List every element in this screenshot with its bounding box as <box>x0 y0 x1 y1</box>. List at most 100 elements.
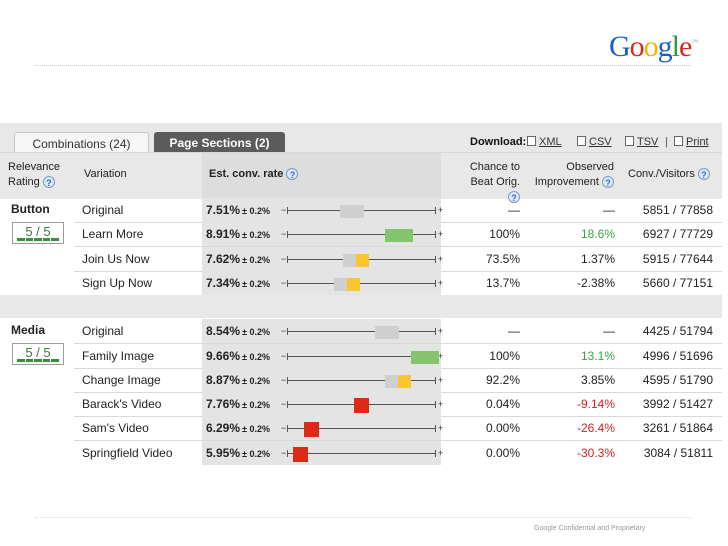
confidence-interval: ± 0.2% <box>242 230 270 241</box>
chance-to-beat-original: — <box>508 203 520 217</box>
conversions-visitors: 4996 / 51696 <box>642 348 713 363</box>
chance-to-beat-original: 0.00% <box>485 445 520 460</box>
est-conv-rate: 8.87% ± 0.2% <box>206 372 270 387</box>
chance-to-beat-original: 92.2% <box>485 372 520 387</box>
observed-improvement: -26.4% <box>576 421 615 436</box>
minus-label: − <box>281 205 287 215</box>
help-icon[interactable]: ? <box>697 168 710 181</box>
confidence-interval: ± 0.2% <box>242 424 270 435</box>
table-row[interactable]: Springfield Video 5.95% ± 0.2% − +0.00% -30.3… <box>0 440 722 465</box>
table-row[interactable]: Family Image 9.66% ± 0.2% − +100% 13.1% 4996 /… <box>0 343 722 368</box>
observed-improvement: 1.37% <box>580 251 615 266</box>
print-label: Print <box>686 136 709 148</box>
variation-name: Sam's Video <box>82 421 149 436</box>
conversions-visitors: 6927 / 77729 <box>642 227 713 242</box>
confidence-interval: ± 0.2% <box>242 327 270 338</box>
csv-label: CSV <box>589 136 612 148</box>
minus-label: − <box>281 399 287 410</box>
track-end-tick <box>435 425 436 433</box>
minus-label: − <box>281 423 287 434</box>
header-observed: Observed Improvement ? <box>534 161 614 189</box>
conv-rate-marker <box>333 277 360 291</box>
tab-page-sections[interactable]: Page Sections (2) <box>154 132 285 154</box>
plus-label: + <box>438 374 444 385</box>
results-panel: Combinations (24) Page Sections (2) Down… <box>0 118 722 465</box>
conversions-visitors: 3084 / 51811 <box>643 445 713 460</box>
table-row[interactable]: Join Us Now 7.62% ± 0.2% − +73.5% 1.37% 5915 /… <box>0 246 722 271</box>
xml-label: XML <box>539 136 562 148</box>
footer-text: Google Confidential and Proprietary <box>534 525 646 532</box>
minus-label: − <box>281 374 287 385</box>
table-row[interactable]: Sam's Video 6.29% ± 0.2% − +0.00% -26.4% 3261 … <box>0 416 722 441</box>
conv-rate-marker <box>304 422 320 438</box>
conv-rate-marker <box>292 446 308 462</box>
logo-letter: l <box>671 30 680 63</box>
chance-to-beat-original: 100% <box>489 227 520 242</box>
conv-rate-track: − + <box>281 253 443 267</box>
confidence-interval: ± 0.2% <box>242 448 270 459</box>
minus-label: − <box>281 350 287 361</box>
conversions-visitors: 3992 / 51427 <box>642 397 713 412</box>
help-icon[interactable]: ? <box>602 176 614 189</box>
track-end-tick <box>435 328 436 336</box>
plus-label: + <box>438 277 444 288</box>
est-conv-rate: 8.54% ± 0.2% <box>206 324 270 339</box>
download-label: Download: <box>470 136 527 148</box>
xml-file-icon <box>527 136 536 146</box>
tsv-label: TSV <box>637 136 659 148</box>
table-row[interactable]: Sign Up Now 7.34% ± 0.2% − +13.7% -2.38% 5660 … <box>0 270 722 295</box>
table-row[interactable]: Original 8.54% ± 0.2% − + — —4425 / 51794 <box>0 319 722 344</box>
help-icon[interactable]: ? <box>42 176 55 189</box>
conv-rate-marker <box>374 326 399 340</box>
observed-improvement: -9.14% <box>576 397 615 412</box>
observed-improvement: — <box>603 324 615 339</box>
observed-improvement: -2.38% <box>576 275 615 290</box>
est-conv-rate: 8.91% ± 0.2% <box>206 227 270 242</box>
section-gap <box>0 295 722 319</box>
track-end-tick <box>287 328 288 336</box>
tsv-file-icon <box>625 136 634 146</box>
table-row[interactable]: Learn More 8.91% ± 0.2% − +100% 18.6% 6927 / 7… <box>0 222 722 247</box>
download-xml-link[interactable]: XML <box>527 135 562 149</box>
table-row[interactable]: Barack's Video 7.76% ± 0.2% − +0.04% -9.14% 39… <box>0 392 722 417</box>
header-chance: Chance to Beat Orig. ? <box>469 161 520 204</box>
track-end-tick <box>435 207 436 214</box>
track-end-tick <box>287 401 288 409</box>
relevance-rating: 5 / 5 <box>12 343 64 366</box>
confidence-interval: ± 0.2% <box>242 400 270 411</box>
table-row[interactable]: Change Image 8.87% ± 0.2% − +92.2% 3.85% 4595 … <box>0 367 722 392</box>
logo-letter: G <box>609 30 631 63</box>
track-end-tick <box>287 352 288 360</box>
divider <box>35 65 691 66</box>
header-est-conv-rate: Est. conv. rate ? <box>209 167 299 182</box>
tab-combinations[interactable]: Combinations (24) <box>14 132 149 155</box>
table-row[interactable]: Original 7.51% ± 0.2% − + — —5851 / 77858 <box>0 198 722 222</box>
conv-rate-marker <box>340 205 365 218</box>
track-end-tick <box>287 425 288 433</box>
chance-to-beat-original: 0.00% <box>485 421 520 436</box>
track-end-tick <box>435 255 436 263</box>
plus-label: + <box>438 447 444 458</box>
print-link[interactable]: Print <box>674 135 709 149</box>
header-variation: Variation <box>84 168 127 180</box>
help-icon[interactable]: ? <box>508 191 520 204</box>
download-csv-link[interactable]: CSV <box>577 135 612 149</box>
minus-label: − <box>281 277 287 288</box>
csv-file-icon <box>577 136 586 146</box>
help-icon[interactable]: ? <box>286 168 299 181</box>
conversions-visitors: 5915 / 77644 <box>642 251 713 266</box>
conv-rate-track: − + <box>281 350 443 364</box>
google-logo: Google™ <box>609 30 698 64</box>
observed-improvement: 3.85% <box>580 372 615 387</box>
conv-rate-marker <box>342 253 369 267</box>
logo-letter: o <box>643 30 659 63</box>
confidence-interval: ± 0.2% <box>242 351 270 362</box>
variation-name: Family Image <box>82 348 155 363</box>
plus-label: + <box>438 350 444 361</box>
download-tsv-link[interactable]: TSV <box>625 135 658 149</box>
header-relevance: Relevance Rating ? <box>8 161 60 189</box>
minus-label: − <box>281 253 287 264</box>
conversions-visitors: 4425 / 51794 <box>642 324 713 339</box>
track-end-tick <box>287 231 288 239</box>
variation-name: Join Us Now <box>82 251 150 266</box>
